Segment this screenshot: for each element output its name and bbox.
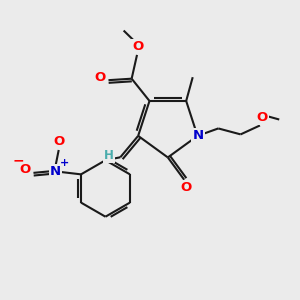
- Text: O: O: [53, 135, 64, 148]
- Text: O: O: [257, 111, 268, 124]
- Text: O: O: [94, 71, 106, 84]
- Text: N: N: [193, 129, 204, 142]
- Text: O: O: [132, 40, 143, 53]
- Text: +: +: [60, 158, 69, 168]
- Text: O: O: [20, 164, 31, 176]
- Text: O: O: [180, 181, 191, 194]
- Text: H: H: [104, 149, 114, 162]
- Text: −: −: [12, 153, 24, 167]
- Text: N: N: [50, 165, 61, 178]
